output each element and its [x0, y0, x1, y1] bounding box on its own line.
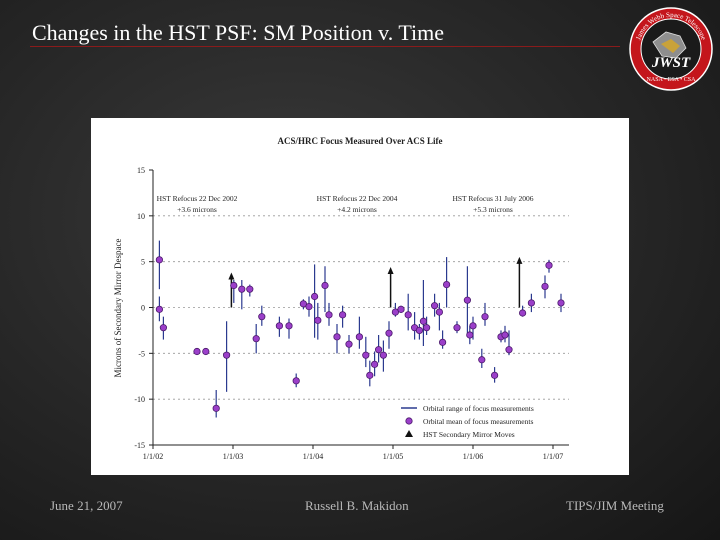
- x-tick-label: 1/1/03: [223, 452, 243, 461]
- focus-mean-point: [415, 326, 423, 335]
- focus-mean-point: [505, 346, 513, 354]
- logo-bottom-text: NASA • ESA • CSA: [647, 77, 697, 83]
- focus-mean-point: [430, 302, 439, 310]
- focus-mean-point: [314, 316, 322, 324]
- focus-mean-point: [285, 322, 293, 330]
- title-divider: [30, 46, 620, 47]
- focus-mean-point: [397, 305, 405, 313]
- refocus-annotation-value: +4.2 microns: [337, 205, 377, 214]
- focus-mean-point: [246, 285, 254, 293]
- legend-move-symbol: [405, 430, 413, 437]
- legend-mean-symbol: [405, 417, 413, 425]
- focus-mean-point: [438, 338, 447, 346]
- focus-mean-point: [541, 282, 549, 291]
- chart-svg: ACS/HRC Focus Measured Over ACS Life Mic…: [113, 136, 569, 461]
- focus-mean-point: [155, 256, 164, 264]
- focus-mean-point: [422, 324, 431, 332]
- chart-figure: ACS/HRC Focus Measured Over ACS Life Mic…: [91, 118, 629, 475]
- chart-title: ACS/HRC Focus Measured Over ACS Life: [278, 136, 443, 146]
- x-tick-label: 1/1/02: [143, 452, 163, 461]
- x-tick-label: 1/1/04: [303, 452, 323, 461]
- legend-label: Orbital mean of focus measurements: [423, 417, 533, 426]
- refocus-annotation-value: +5.3 microns: [473, 205, 513, 214]
- focus-mean-point: [355, 333, 363, 341]
- refocus-annotation-title: HST Refocus 22 Dec 2002: [157, 194, 238, 203]
- focus-mean-point: [238, 285, 246, 293]
- sm-move-arrow: [516, 256, 523, 264]
- logo-main-text: JWST: [651, 55, 691, 71]
- focus-mean-point: [230, 281, 238, 290]
- focus-mean-point: [435, 308, 443, 316]
- y-tick-label: -15: [134, 441, 145, 450]
- focus-mean-point: [223, 351, 231, 359]
- focus-mean-point: [490, 371, 499, 379]
- legend-label: HST Secondary Mirror Moves: [423, 430, 515, 439]
- footer-author: Russell B. Makidon: [305, 498, 409, 513]
- focus-mean-point: [379, 351, 387, 359]
- focus-mean-point: [469, 322, 477, 330]
- y-tick-label: 15: [137, 166, 145, 175]
- footer-meeting: TIPS/JIM Meeting: [566, 498, 664, 513]
- sm-move-arrow: [387, 267, 394, 274]
- focus-mean-point: [453, 324, 461, 332]
- x-tick-label: 1/1/07: [543, 452, 563, 461]
- focus-mean-point: [258, 313, 266, 321]
- focus-mean-point: [311, 292, 319, 301]
- focus-mean-point: [325, 311, 333, 319]
- focus-mean-point: [159, 324, 168, 332]
- focus-mean-point: [481, 313, 489, 321]
- focus-mean-point: [212, 404, 220, 412]
- focus-mean-point: [362, 351, 370, 359]
- focus-mean-point: [463, 296, 471, 304]
- focus-mean-point: [442, 280, 451, 289]
- focus-mean-point: [275, 322, 283, 330]
- focus-mean-point: [155, 305, 164, 313]
- refocus-annotation-value: +3.6 microns: [177, 205, 217, 214]
- focus-mean-point: [305, 302, 313, 311]
- y-tick-label: 10: [137, 212, 145, 221]
- focus-mean-point: [478, 356, 486, 364]
- focus-mean-point: [252, 335, 260, 343]
- y-tick-label: -5: [138, 349, 145, 358]
- x-tick-label: 1/1/06: [463, 452, 483, 461]
- focus-mean-point: [193, 347, 201, 356]
- legend-label: Orbital range of focus measurements: [423, 404, 534, 413]
- x-tick-label: 1/1/05: [383, 452, 403, 461]
- focus-mean-point: [385, 329, 393, 337]
- legend-background: [393, 400, 565, 440]
- chart-ylabel: Microns of Secondary Mirror Despace: [113, 239, 123, 378]
- focus-mean-point: [545, 261, 553, 269]
- slide-title: Changes in the HST PSF: SM Position v. T…: [32, 20, 444, 45]
- focus-mean-point: [345, 340, 353, 348]
- focus-mean-point: [339, 311, 347, 319]
- focus-mean-point: [404, 311, 412, 319]
- focus-mean-point: [202, 347, 210, 356]
- focus-mean-point: [527, 299, 535, 307]
- footer-date: June 21, 2007: [50, 498, 123, 513]
- focus-mean-point: [419, 317, 427, 325]
- focus-mean-point: [466, 331, 474, 339]
- sm-move-arrow: [228, 272, 235, 280]
- focus-mean-point: [374, 346, 383, 354]
- jwst-logo: James Webb Space Telescope JWST NASA • E…: [629, 7, 713, 91]
- focus-mean-point: [321, 281, 329, 290]
- focus-mean-point: [366, 371, 374, 379]
- y-tick-label: 5: [141, 258, 145, 267]
- focus-mean-point: [501, 331, 509, 339]
- focus-mean-point: [391, 308, 399, 316]
- focus-mean-point: [370, 360, 379, 368]
- focus-mean-point: [557, 299, 565, 307]
- refocus-annotation-title: HST Refocus 31 July 2006: [452, 194, 533, 203]
- focus-mean-point: [518, 309, 527, 317]
- focus-mean-point: [333, 333, 341, 341]
- focus-mean-point: [292, 377, 300, 385]
- focus-mean-point: [299, 300, 307, 308]
- y-tick-label: 0: [141, 304, 145, 313]
- y-tick-label: -10: [134, 395, 145, 404]
- refocus-annotation-title: HST Refocus 22 Dec 2004: [317, 194, 398, 203]
